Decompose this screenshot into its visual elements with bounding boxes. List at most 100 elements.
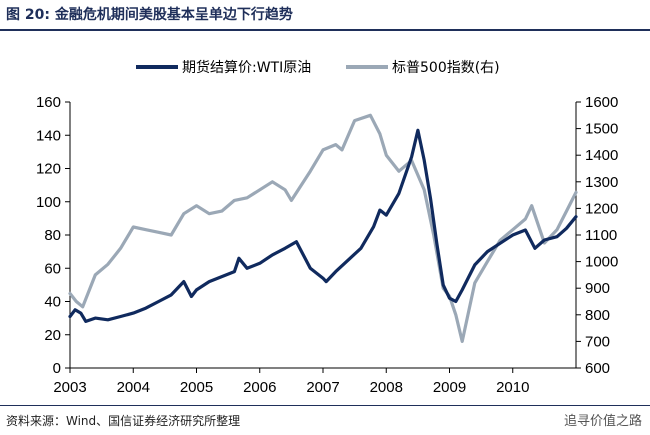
sp500-point	[474, 282, 476, 284]
wti-oil-point	[347, 259, 349, 261]
wti-oil-point	[183, 281, 185, 283]
wti-oil-point	[69, 315, 71, 318]
sp500-point	[246, 197, 248, 199]
sp500-point	[499, 239, 501, 241]
sp500-point	[531, 205, 533, 207]
wti-oil-point	[499, 242, 501, 244]
sp500-point	[145, 229, 147, 231]
wti-oil-point	[190, 295, 192, 298]
sp500-point	[183, 213, 185, 215]
sp500-point	[208, 213, 210, 215]
wti-oil-point	[271, 254, 273, 256]
legend-wti-label: 期货结算价:WTI原油	[182, 59, 311, 76]
wti-oil-point	[309, 267, 311, 269]
sp500-point	[565, 210, 568, 212]
right-tick-label: 1100	[585, 227, 617, 244]
sp500-point	[221, 210, 223, 212]
footer-divider	[0, 405, 650, 406]
right-tick-label: 900	[585, 280, 610, 297]
right-tick-label: 1600	[585, 94, 618, 111]
left-tick-label: 60	[44, 260, 61, 277]
sp500-point	[486, 261, 488, 263]
wti-oil-point	[233, 271, 235, 273]
wti-oil-point	[335, 271, 337, 273]
axes	[69, 102, 577, 369]
wti-oil-point	[94, 317, 96, 319]
wti-oil-point	[474, 264, 476, 266]
legend: 期货结算价:WTI原油 标普500指数(右)	[136, 59, 500, 76]
x-axis-ticks: 2003 2004 2005 2006 2007 2008 2009 2010	[53, 368, 529, 396]
wti-oil-point	[461, 289, 463, 291]
wti-oil-point	[74, 309, 76, 311]
x-tick-label: 2009	[433, 379, 466, 396]
wti-oil-point	[575, 216, 577, 218]
sp500-point	[94, 274, 96, 276]
legend-sp500-label: 标普500指数(右)	[392, 60, 500, 76]
wti-oil-point	[238, 257, 240, 259]
sp500-point	[82, 306, 84, 308]
left-tick-label: 80	[44, 227, 61, 244]
sp500-point	[271, 181, 273, 183]
right-tick-label: 1400	[585, 147, 618, 164]
wti-oil-point	[442, 284, 444, 286]
figure-title: 图 20: 金融危机期间美股基本呈单边下行趋势	[6, 7, 293, 23]
wti-oil-point	[170, 294, 172, 296]
wti-oil-point	[195, 289, 198, 291]
wti-oil-point	[85, 320, 87, 322]
right-tick-label: 600	[585, 360, 610, 377]
wti-oil-point	[132, 312, 134, 314]
x-tick-label: 2007	[306, 379, 339, 396]
sp500-series-line	[68, 113, 578, 343]
wti-oil-point	[429, 197, 432, 199]
sp500-point	[543, 242, 546, 244]
sp500-point	[369, 114, 371, 116]
sp500-point	[379, 133, 381, 135]
wti-oil-point	[208, 281, 210, 283]
x-tick-label: 2010	[496, 379, 529, 396]
wti-oil-point	[295, 241, 297, 243]
sp500-point	[423, 189, 425, 191]
right-axis-ticks: 600 700 800 900 1000 1100 1200 1300 1400 1500 1600	[576, 94, 618, 377]
left-tick-label: 0	[53, 360, 61, 377]
wti-oil-point	[325, 281, 327, 283]
wti-oil-point	[534, 247, 536, 249]
sp500-point	[354, 120, 356, 122]
sp500-point	[461, 340, 463, 342]
x-tick-label: 2003	[53, 379, 86, 396]
sp500-point	[335, 144, 337, 146]
wti-oil-point	[398, 192, 400, 194]
wti-oil-point	[322, 277, 324, 279]
right-tick-label: 1500	[585, 121, 618, 138]
sp500-point	[75, 300, 77, 303]
left-tick-label: 100	[36, 194, 61, 211]
sp500-point	[284, 189, 286, 191]
x-tick-label: 2004	[117, 379, 150, 396]
wti-oil-point	[411, 156, 413, 158]
sp500-point	[195, 205, 198, 207]
wti-oil-point	[360, 247, 362, 249]
sp500-point	[341, 149, 343, 151]
sp500-point	[575, 191, 577, 193]
wti-oil-point	[284, 247, 286, 249]
sp500-point	[259, 189, 261, 191]
watermark-text: 追寻价值之路	[563, 414, 642, 429]
wti-oil-point	[423, 159, 425, 161]
right-tick-label: 800	[585, 307, 610, 324]
left-tick-label: 20	[44, 327, 61, 344]
wti-oil-point	[512, 234, 514, 236]
wti-oil-point	[417, 129, 419, 131]
sp500-point	[322, 149, 324, 151]
sp500-point	[556, 229, 558, 231]
wti-oil-point	[259, 262, 261, 264]
sp500-point	[233, 199, 235, 201]
title-divider	[0, 29, 650, 31]
right-tick-label: 700	[585, 333, 610, 350]
sp500-point	[158, 231, 160, 233]
left-axis-ticks: 0 20 40 60 80 100 120 140 160	[36, 94, 70, 377]
wti-oil-point	[145, 307, 147, 309]
wti-oil-point	[565, 227, 568, 229]
chart-svg: 期货结算价:WTI原油 标普500指数(右) 0 20 40 60 80 100 120 14…	[36, 59, 618, 396]
left-tick-label: 40	[44, 294, 61, 311]
wti-oil-point	[120, 315, 122, 318]
sp500-point	[455, 314, 457, 316]
